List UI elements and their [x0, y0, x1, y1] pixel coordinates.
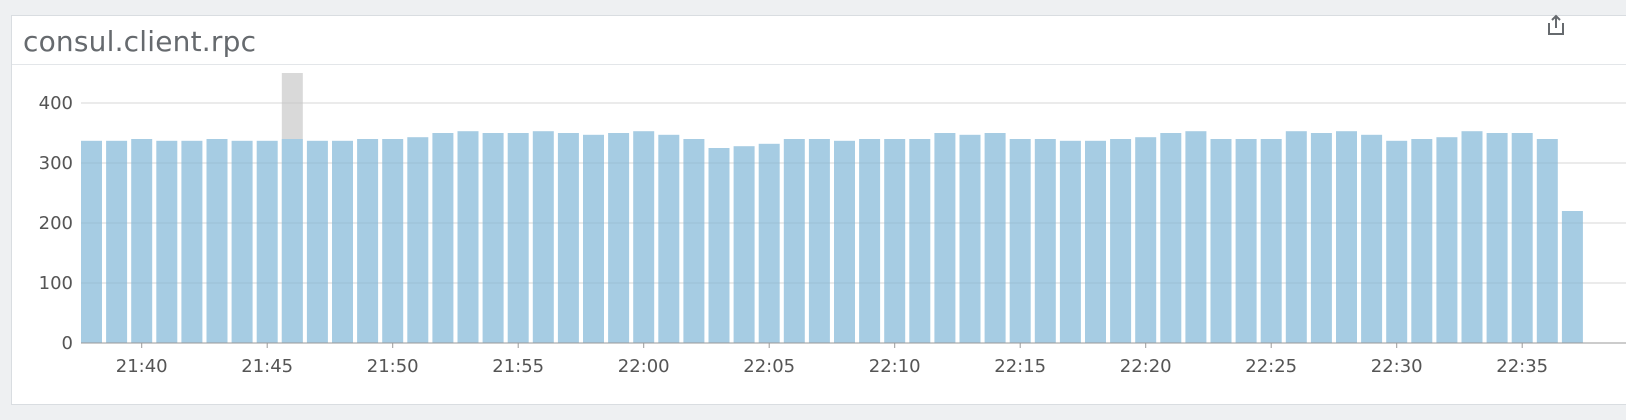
bar[interactable] [733, 146, 755, 343]
bar[interactable] [834, 140, 855, 343]
x-tick-label: 21:50 [367, 356, 419, 377]
bar[interactable] [256, 140, 278, 343]
bar[interactable] [683, 139, 705, 343]
x-tick-label: 21:45 [241, 356, 293, 377]
x-tick-label: 22:10 [869, 356, 921, 377]
bar[interactable] [206, 139, 228, 343]
bar[interactable] [884, 139, 906, 343]
x-tick-label: 22:00 [618, 356, 670, 377]
bar[interactable] [507, 133, 529, 343]
bar[interactable] [909, 139, 931, 343]
y-tick-label: 200 [39, 213, 73, 234]
bar[interactable] [432, 133, 454, 343]
bar[interactable] [1059, 140, 1081, 343]
y-tick-label: 0 [62, 333, 73, 354]
bar[interactable] [658, 134, 680, 343]
bar[interactable] [407, 137, 429, 343]
panel-header: consul.client.rpc [12, 16, 1626, 65]
bar[interactable] [1210, 139, 1232, 343]
x-tick-label: 22:25 [1245, 356, 1297, 377]
bar[interactable] [1310, 133, 1332, 343]
bar[interactable] [281, 139, 303, 343]
bar[interactable] [1160, 133, 1182, 343]
bar[interactable] [1135, 137, 1157, 343]
bar[interactable] [1486, 133, 1508, 343]
bar[interactable] [1436, 137, 1458, 343]
bar[interactable] [1085, 140, 1106, 343]
bar[interactable] [181, 140, 203, 343]
bar[interactable] [1260, 139, 1282, 343]
bar[interactable] [457, 131, 479, 343]
bar[interactable] [1235, 139, 1257, 343]
bar[interactable] [1185, 131, 1207, 343]
bar[interactable] [156, 140, 178, 343]
bar[interactable] [1034, 139, 1056, 343]
bar[interactable] [859, 139, 881, 343]
bar[interactable] [1561, 211, 1583, 343]
bar[interactable] [758, 143, 780, 343]
bar[interactable] [532, 131, 554, 343]
bar[interactable] [482, 133, 504, 343]
bar[interactable] [231, 140, 253, 343]
bar[interactable] [783, 139, 805, 343]
bar[interactable] [1536, 139, 1558, 343]
x-tick-label: 22:30 [1371, 356, 1423, 377]
bar[interactable] [1461, 131, 1483, 343]
bar[interactable] [382, 139, 404, 343]
bar[interactable] [934, 133, 956, 343]
x-tick-label: 21:55 [492, 356, 544, 377]
bar[interactable] [81, 140, 102, 343]
y-axis: 0 100 200 300 400 [39, 93, 73, 354]
bar[interactable] [1285, 131, 1307, 343]
export-icon[interactable] [1546, 14, 1566, 36]
bar[interactable] [131, 139, 153, 343]
bar[interactable] [557, 133, 579, 343]
bar[interactable] [808, 139, 830, 343]
bar[interactable] [332, 140, 353, 343]
x-tick-label: 21:40 [116, 356, 168, 377]
bar[interactable] [708, 148, 730, 343]
bar[interactable] [1386, 140, 1408, 343]
bar[interactable] [306, 140, 328, 343]
panel-title: consul.client.rpc [23, 25, 257, 58]
x-axis: 21:40 21:45 21:50 21:55 22:00 22:05 22:10 22:15… [81, 342, 1626, 377]
bar[interactable] [633, 131, 655, 343]
x-tick-label: 22:05 [743, 356, 795, 377]
bar[interactable] [1110, 139, 1132, 343]
bar[interactable] [1411, 139, 1433, 343]
bar[interactable] [1511, 133, 1533, 343]
bar[interactable] [583, 134, 604, 343]
x-tick-label: 22:15 [994, 356, 1046, 377]
bar[interactable] [984, 133, 1006, 343]
y-tick-label: 100 [39, 273, 73, 294]
y-tick-label: 400 [39, 93, 73, 114]
bar[interactable] [608, 133, 630, 343]
bar[interactable] [357, 139, 379, 343]
bar[interactable] [1009, 139, 1031, 343]
bar[interactable] [106, 140, 128, 343]
x-tick-label: 22:35 [1496, 356, 1548, 377]
bar[interactable] [1361, 134, 1383, 343]
bar[interactable] [959, 134, 981, 343]
bars [81, 73, 1626, 343]
y-tick-label: 300 [39, 153, 73, 174]
x-tick-label: 22:20 [1120, 356, 1172, 377]
bar[interactable] [1336, 131, 1357, 343]
